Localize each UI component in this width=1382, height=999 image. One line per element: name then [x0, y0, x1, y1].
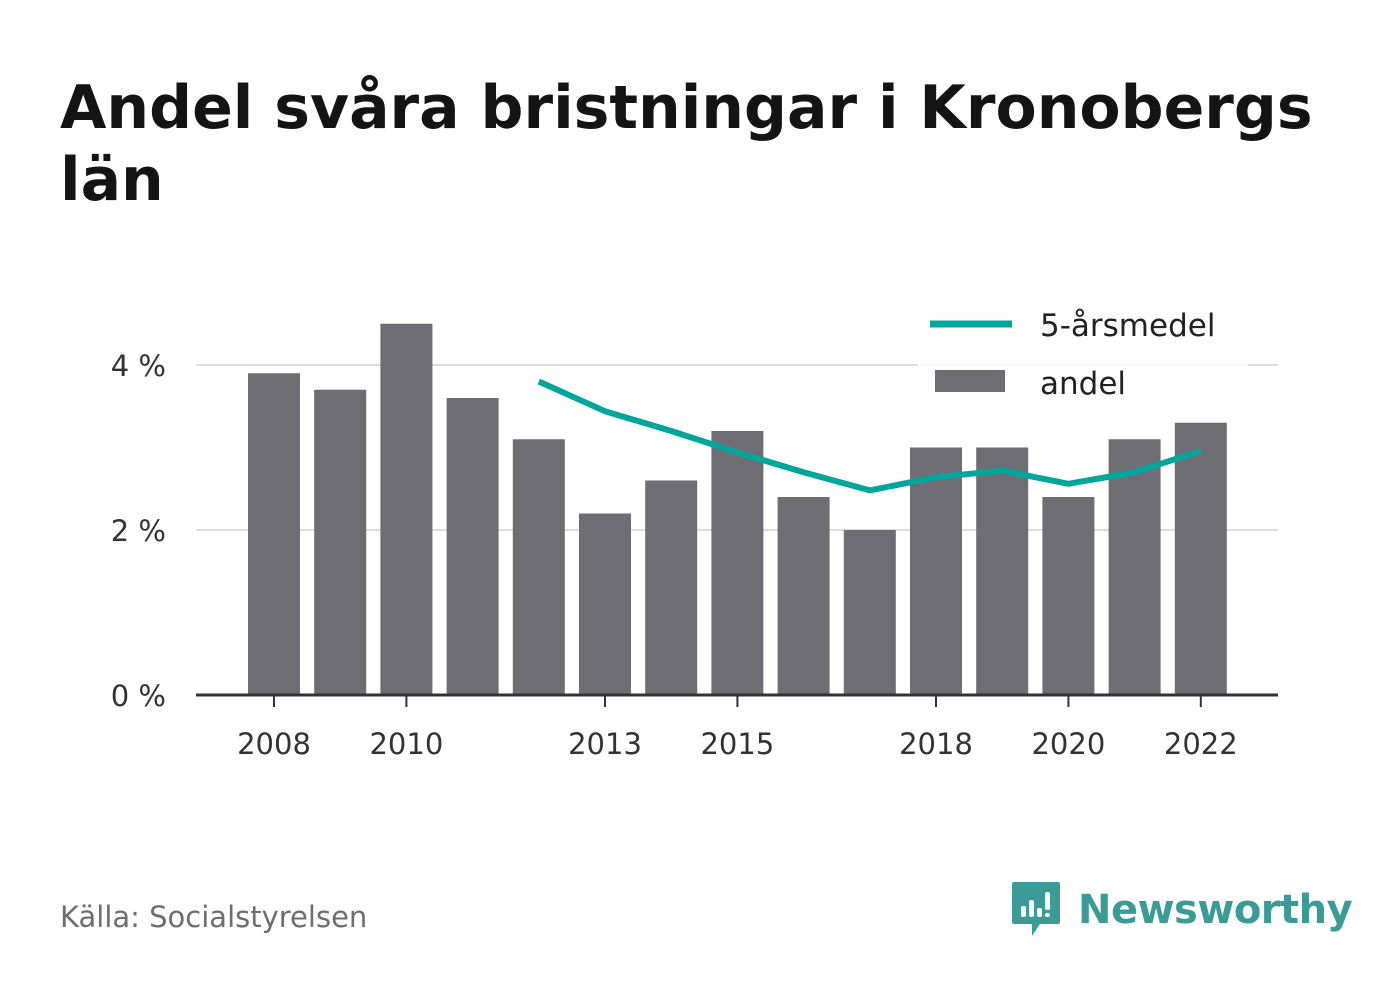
bar-2008: [248, 373, 300, 695]
bar-chart-speech-bubble-icon: [1012, 882, 1060, 936]
source-note: Källa: Socialstyrelsen: [60, 900, 368, 934]
x-tick-label: 2008: [237, 727, 311, 761]
bar-2015: [711, 431, 764, 695]
x-tick-label: 2015: [700, 727, 774, 761]
bar-2016: [777, 497, 830, 695]
bar-2014: [645, 480, 698, 695]
bar-2009: [314, 389, 367, 695]
x-tick-label: 2013: [568, 727, 642, 761]
brand-logo[interactable]: Newsworthy: [1010, 880, 1353, 940]
y-tick-label: 2 %: [111, 514, 166, 548]
x-tick-label: 2022: [1164, 727, 1238, 761]
chart-title: Andel svåra bristningar i Kronobergs län: [60, 73, 1313, 215]
bar-2011: [446, 398, 499, 695]
bar-2019: [976, 447, 1029, 695]
legend-swatch-bar: [935, 370, 1005, 392]
bar-2022: [1174, 422, 1227, 695]
bar-2021: [1108, 439, 1161, 695]
line-series: [537, 378, 1202, 494]
bar-series: [248, 323, 1227, 695]
bar-2012: [512, 439, 565, 695]
legend-label-bar: andel: [1040, 366, 1126, 402]
legend-label-line: 5-årsmedel: [1040, 308, 1215, 344]
legend: 5-årsmedel andel: [918, 293, 1248, 411]
bar-2010: [380, 323, 433, 695]
brand-name: Newsworthy: [1078, 887, 1353, 933]
bar-2020: [1042, 497, 1095, 695]
bar-2018: [910, 447, 962, 695]
x-tick-label: 2018: [899, 727, 973, 761]
x-tick-label: 2010: [369, 727, 443, 761]
line-5-arsmedel: [537, 378, 1202, 494]
axes: 0 % 2 % 4 % 2008 2010 2013 2015 2018 2020 2022: [111, 349, 1278, 761]
y-tick-label: 0 %: [111, 679, 166, 713]
bar-2017: [843, 530, 896, 695]
x-tick-label: 2020: [1031, 727, 1105, 761]
y-tick-label: 4 %: [111, 349, 166, 383]
bar-2013: [579, 513, 631, 695]
